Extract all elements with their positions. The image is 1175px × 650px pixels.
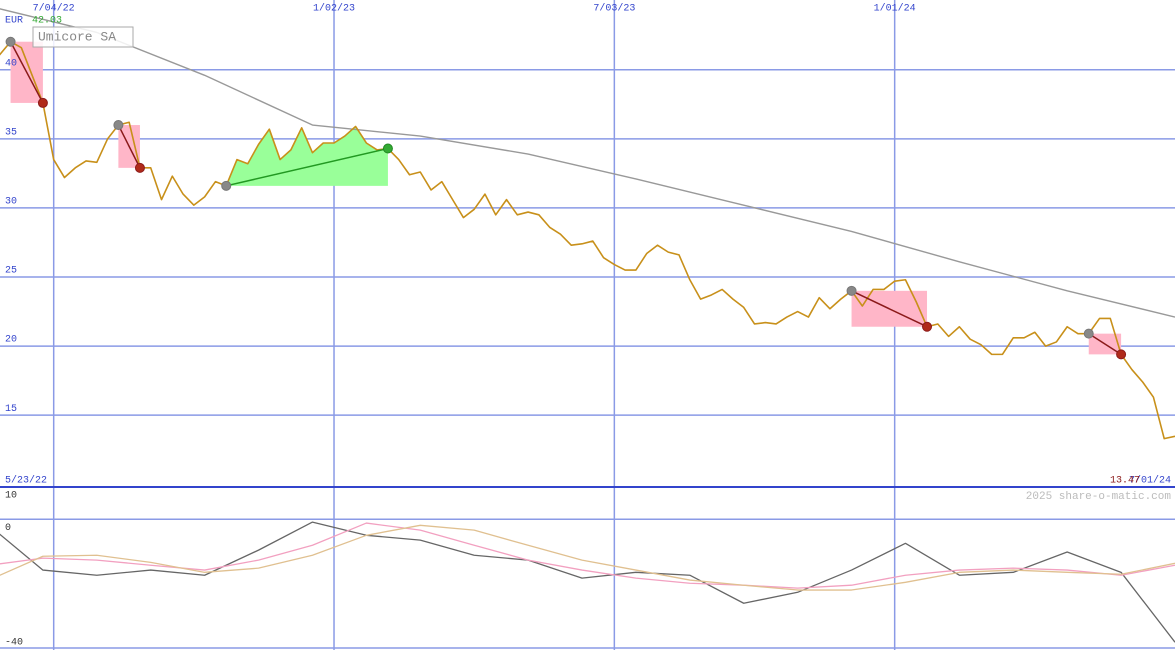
x-tick-label: 1/02/23 (313, 3, 355, 15)
moving-average-line (0, 8, 1175, 318)
trade-entry-marker (113, 120, 124, 131)
high-value-label: 42.03 (32, 16, 62, 27)
trade-entry-marker (1083, 328, 1094, 339)
x-end-label: 7/01/24 (1129, 475, 1171, 487)
trade-line (1088, 333, 1122, 356)
trade-line (851, 290, 928, 328)
trade-entry-marker (221, 180, 232, 191)
price-line (0, 40, 1175, 440)
trade-entry-marker (5, 36, 16, 47)
x-start-label: 5/23/22 (5, 475, 47, 487)
x-tick-label: 7/04/22 (33, 3, 75, 15)
trade-exit-marker (1116, 349, 1127, 360)
y-tick-label: 30 (5, 197, 17, 208)
trade-exit-marker (134, 162, 145, 173)
labels: EUR Umicore SA 2025 share-o-matic.com 5/… (5, 3, 1171, 649)
indicator-tick-label: -40 (5, 638, 23, 649)
y-tick-label: 15 (5, 404, 17, 415)
trade-line (117, 124, 141, 169)
trade-exit-marker (922, 321, 933, 332)
watermark: 2025 share-o-matic.com (1026, 491, 1172, 503)
x-tick-label: 7/03/23 (593, 3, 635, 15)
y-tick-label: 35 (5, 127, 17, 138)
title-box (32, 26, 134, 48)
y-tick-label: 40 (5, 58, 17, 69)
trade-line (9, 41, 44, 104)
series-line (0, 521, 1175, 643)
trade-gain-area (226, 126, 388, 186)
trade-exit-marker (37, 97, 48, 108)
last-value-label: 13.47 (1110, 476, 1140, 487)
plot (0, 8, 1175, 643)
currency-label: EUR (5, 16, 23, 27)
x-tick-label: 1/01/24 (874, 3, 916, 15)
y-tick-label: 20 (5, 335, 17, 346)
trade-line (226, 147, 389, 187)
indicator-tick-label: 0 (5, 523, 11, 534)
y-tick-label: 25 (5, 266, 17, 277)
trade-entry-marker (846, 285, 857, 296)
chart-title: Umicore SA (38, 29, 116, 44)
indicator-tick-label: 10 (5, 491, 17, 502)
trade-exit-marker (382, 143, 393, 154)
moving-average-line (0, 524, 1175, 591)
